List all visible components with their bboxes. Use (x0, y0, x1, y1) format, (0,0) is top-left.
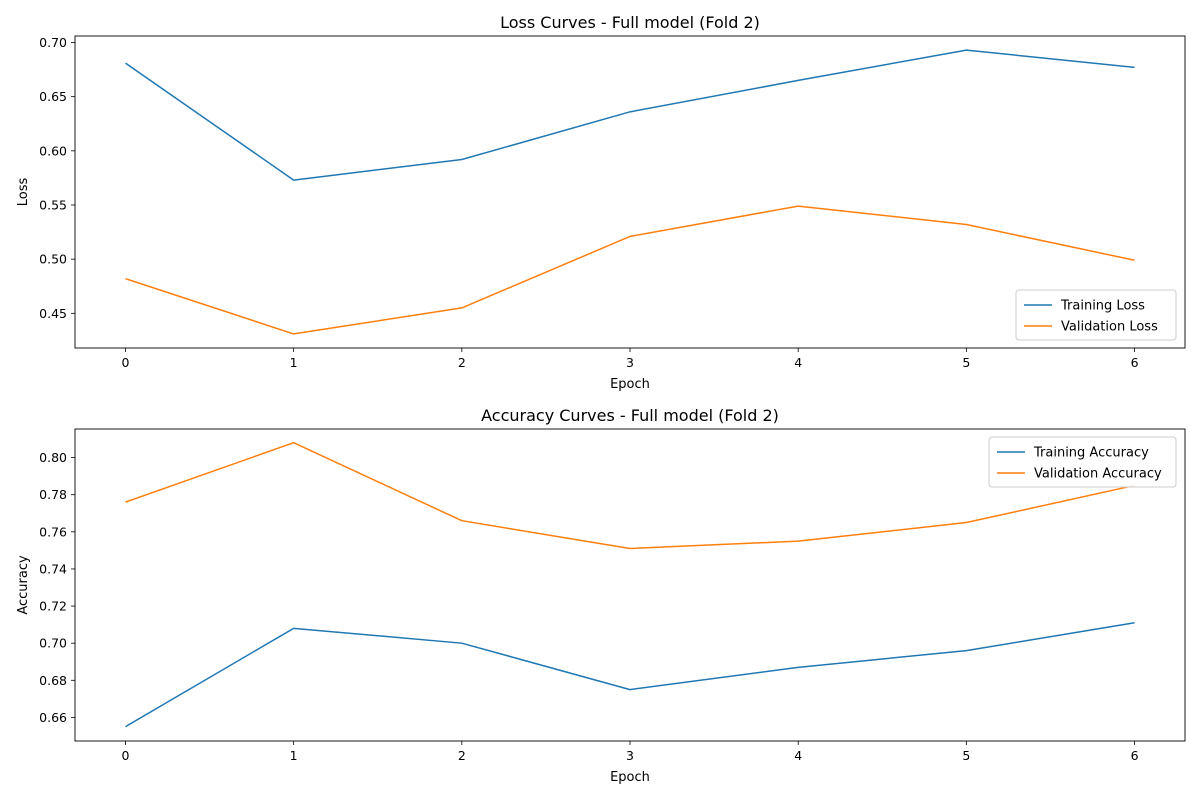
x-tick-label: 4 (794, 355, 802, 370)
legend-label: Validation Accuracy (1034, 467, 1162, 482)
x-tick-label: 1 (290, 748, 298, 763)
chart-panel-2: Accuracy Curves - Full model (Fold 2) 0 1 2… (16, 406, 1186, 785)
y-tick-label: 0.60 (39, 143, 67, 158)
y-tick-label: 0.74 (39, 561, 67, 576)
legend: Training Loss Validation Loss (1015, 289, 1177, 341)
x-tick-label: 6 (1131, 355, 1139, 370)
y-tick-label: 0.55 (39, 198, 67, 213)
legend-box (1015, 289, 1177, 341)
chart-title: Accuracy Curves - Full model (Fold 2) (481, 406, 779, 425)
legend-label: Validation Loss (1061, 320, 1158, 335)
series-line-training (125, 49, 1135, 181)
series-line-training (125, 622, 1135, 728)
x-tick-label: 5 (962, 355, 970, 370)
y-axis-label: Loss (16, 178, 31, 207)
legend: Training Accuracy Validation Accuracy (988, 436, 1177, 488)
series-line-validation (125, 205, 1135, 335)
x-tick-label: 3 (626, 748, 634, 763)
y-tick-label: 0.76 (39, 524, 67, 539)
y-tick-label: 0.65 (39, 89, 67, 104)
x-tick-label: 4 (794, 748, 802, 763)
y-tick-label: 0.70 (39, 636, 67, 651)
y-tick-label: 0.70 (39, 35, 67, 50)
x-tick-label: 0 (121, 355, 129, 370)
legend-box (988, 436, 1177, 488)
x-tick-label: 0 (121, 748, 129, 763)
y-tick-label: 0.45 (39, 306, 67, 321)
y-tick-label: 0.50 (39, 252, 67, 267)
y-tick-label: 0.68 (39, 673, 67, 688)
x-tick-label: 2 (458, 355, 466, 370)
legend-label: Training Accuracy (1033, 446, 1149, 461)
x-tick-label: 3 (626, 355, 634, 370)
y-tick-label: 0.66 (39, 710, 67, 725)
x-tick-label: 6 (1131, 748, 1139, 763)
chart-title: Loss Curves - Full model (Fold 2) (500, 13, 760, 32)
x-tick-label: 5 (962, 748, 970, 763)
chart-panel-1: Loss Curves - Full model (Fold 2) 0 1 2 3 4 5 6… (16, 13, 1186, 392)
x-tick-label: 2 (458, 748, 466, 763)
legend-label: Training Loss (1060, 299, 1145, 314)
y-tick-label: 0.72 (39, 599, 67, 614)
x-tick-label: 1 (290, 355, 298, 370)
x-axis-label: Epoch (610, 770, 650, 785)
y-tick-label: 0.80 (39, 450, 67, 465)
x-axis-label: Epoch (610, 377, 650, 392)
series-line-validation (125, 441, 1135, 550)
y-axis-label: Accuracy (16, 555, 31, 615)
y-tick-label: 0.78 (39, 487, 67, 502)
